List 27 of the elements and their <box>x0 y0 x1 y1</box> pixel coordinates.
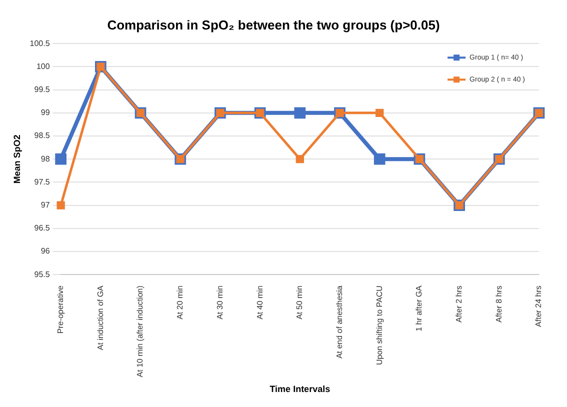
y-tick-label: 100 <box>36 62 50 71</box>
y-tick-label: 97 <box>40 200 50 210</box>
x-tick-label: Pre-operative <box>56 285 66 334</box>
x-tick-label: At induction of GA <box>96 284 105 350</box>
x-tick-label: 1 hr after GA <box>414 284 424 332</box>
x-tick-label: At 50 min <box>295 286 304 320</box>
x-tick-label: At end of anesthesia <box>334 285 344 359</box>
x-tick-label: At 30 min <box>215 286 224 320</box>
x-tick-label: After 8 hrs <box>494 286 504 323</box>
x-tick-label: After 24 hrs <box>534 286 544 327</box>
x-tick-label: After 2 hrs <box>454 286 464 323</box>
x-tick-label: Upon shifting to PACU <box>374 285 384 366</box>
y-tick-label: 95.5 <box>34 270 50 279</box>
x-tick-label: At 20 min <box>176 286 185 320</box>
x-axis-title: Time Intervals <box>270 384 330 394</box>
y-tick-label: 96 <box>40 246 50 256</box>
x-tick-label: At 40 min <box>255 286 264 320</box>
y-tick-label: 99.5 <box>34 85 50 94</box>
y-tick-label: 100.5 <box>30 38 50 48</box>
y-tick-label: 98.5 <box>34 131 50 140</box>
y-tick-label: 99 <box>40 108 50 118</box>
y-tick-label: 97.5 <box>34 177 50 186</box>
y-axis-title: Mean SpO2 <box>12 134 22 184</box>
y-tick-label: 98 <box>40 154 50 164</box>
x-tick-label: At 10 min (after induction) <box>136 285 145 378</box>
y-tick-label: 96.5 <box>34 224 50 233</box>
chart-title: Comparison in SpO₂ between the two groups (p>0.05) <box>107 17 440 32</box>
